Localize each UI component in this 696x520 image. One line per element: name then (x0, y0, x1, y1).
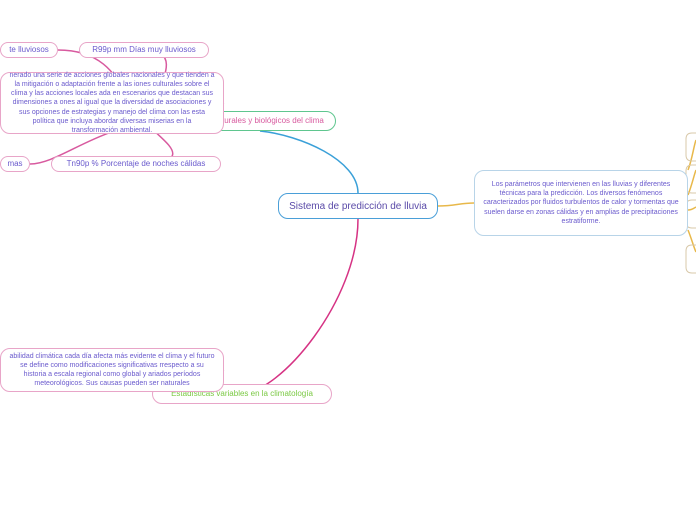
branch-label: Los parámetros que intervienen en las ll… (483, 180, 679, 225)
desc-bottom[interactable]: abilidad climática cada día afecta más e… (0, 348, 224, 392)
center-node[interactable]: Sistema de predicción de lluvia (278, 193, 438, 219)
leaf-mid-1[interactable]: Tn90p % Porcentaje de noches cálidas (51, 156, 221, 172)
leaf-top-0[interactable]: te lluviosos (0, 42, 58, 58)
leaf-top-0-label: te lluviosos (9, 45, 49, 55)
leaf-top-1[interactable]: R99p mm Días muy lluviosos (79, 42, 209, 58)
leaf-mid-0[interactable]: mas (0, 156, 30, 172)
leaf-mid-1-label: Tn90p % Porcentaje de noches cálidas (67, 159, 206, 169)
desc-top[interactable]: nerado una serie de acciones globales na… (0, 72, 224, 134)
branch-parametros[interactable]: Los parámetros que intervienen en las ll… (474, 170, 688, 236)
leaf-mid-0-label: mas (7, 159, 22, 169)
desc-top-label: nerado una serie de acciones globales na… (9, 71, 215, 135)
leaf-top-1-label: R99p mm Días muy lluviosos (92, 45, 196, 55)
desc-bottom-label: abilidad climática cada día afecta más e… (9, 352, 215, 388)
center-label: Sistema de predicción de lluvia (289, 200, 427, 213)
